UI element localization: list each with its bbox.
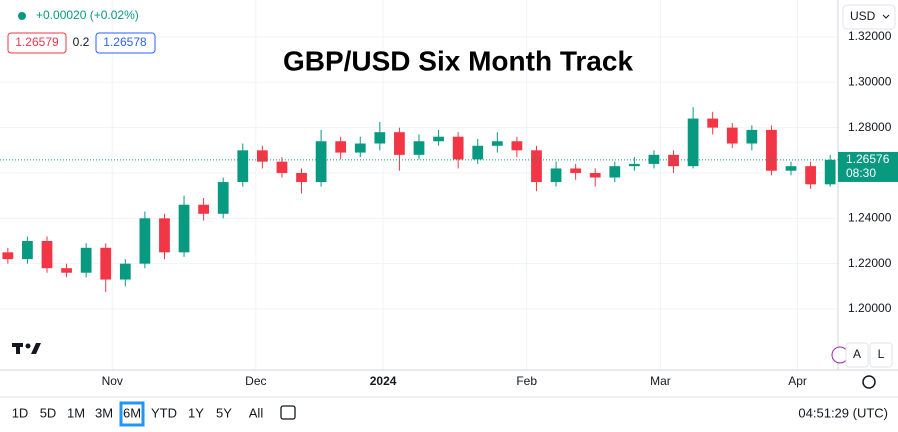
status-dot	[18, 12, 26, 20]
y-tick-label: 1.32000	[848, 29, 892, 43]
y-tick-label: 1.28000	[848, 120, 892, 134]
range-button[interactable]: 1D	[12, 405, 29, 420]
candle-body	[41, 240, 53, 269]
dropdown-arrow	[882, 14, 890, 19]
range-button[interactable]: YTD	[151, 405, 177, 420]
candle-body	[2, 252, 14, 260]
candle-body	[217, 182, 229, 214]
candle-body	[139, 218, 151, 264]
ask-price: 1.26578	[103, 35, 147, 49]
candle-body	[335, 141, 347, 153]
y-tick-label: 1.22000	[848, 256, 892, 270]
candle-body	[178, 204, 190, 253]
candle-body	[374, 132, 386, 144]
candle-body	[805, 166, 816, 185]
candle-body	[550, 168, 562, 183]
candle-body	[296, 172, 307, 183]
logo	[12, 343, 41, 354]
x-tick-label: Nov	[102, 374, 123, 388]
range-button[interactable]: 1M	[67, 405, 85, 420]
candle-body	[354, 143, 366, 153]
candle-body	[198, 204, 210, 214]
range-button[interactable]: 5D	[40, 405, 57, 420]
candle-body	[687, 118, 699, 167]
settings-icon[interactable]	[862, 375, 876, 389]
x-tick-label: Dec	[245, 374, 266, 388]
scale-auto: A	[853, 347, 861, 361]
candle-body	[668, 154, 679, 167]
scale-button[interactable]	[869, 342, 893, 368]
currency-select[interactable]	[842, 4, 896, 30]
bid-price: 1.26579	[15, 35, 59, 49]
candle-body	[22, 240, 33, 260]
candle-body	[237, 150, 249, 183]
candle-body	[159, 218, 170, 253]
calendar-icon[interactable]	[280, 405, 296, 420]
last-price-box	[838, 151, 898, 182]
candle-body	[766, 129, 777, 171]
last-price-label: 1.26576	[846, 152, 890, 166]
candle-body	[276, 161, 288, 173]
range-button[interactable]: All	[249, 405, 264, 420]
candle-body	[531, 150, 542, 183]
ask-box[interactable]	[95, 32, 156, 54]
candle-body	[511, 141, 523, 151]
currency: USD	[850, 9, 876, 23]
y-tick-label: 1.30000	[848, 74, 892, 88]
x-tick-label: Feb	[516, 374, 537, 388]
candle-body	[628, 163, 640, 167]
candle-body	[315, 141, 327, 183]
candle-body	[80, 247, 92, 273]
spread: 0.2	[73, 35, 90, 49]
candle-body	[726, 127, 738, 144]
range-button[interactable]: 1Y	[188, 405, 204, 420]
candle-body	[785, 166, 797, 171]
range-button[interactable]: 6M	[123, 405, 141, 420]
logo-part	[31, 343, 41, 354]
candle-body	[570, 168, 582, 173]
candle-body	[472, 145, 484, 160]
y-tick-label: 1.24000	[848, 210, 892, 224]
scale-button[interactable]	[845, 342, 869, 368]
x-tick-label: Apr	[788, 374, 807, 388]
x-tick-label: Mar	[650, 374, 671, 388]
last-price-time: 08:30	[846, 166, 876, 180]
candle-body	[707, 118, 719, 128]
clock: 04:51:29 (UTC)	[798, 405, 888, 420]
bid-box[interactable]	[7, 32, 67, 54]
candle-body	[413, 141, 425, 155]
range-button[interactable]: 3M	[95, 405, 113, 420]
candle-body	[100, 247, 112, 280]
candle-body	[394, 132, 405, 155]
candle-body	[824, 159, 836, 185]
candle-body	[746, 129, 758, 144]
candle-body	[609, 166, 621, 178]
range-button[interactable]: 5Y	[216, 405, 232, 420]
logo-part	[25, 343, 31, 349]
candle-body	[452, 136, 464, 160]
price-change: +0.00020 (+0.02%)	[36, 8, 139, 22]
candle-body	[119, 263, 131, 280]
candle-body	[61, 268, 72, 273]
chart-title: GBP/USD Six Month Track	[283, 45, 633, 76]
candle-body	[256, 150, 268, 162]
range-highlight	[119, 401, 145, 427]
y-tick-label: 1.20000	[848, 301, 892, 315]
candle-body	[491, 141, 503, 146]
scale-log: L	[878, 347, 885, 361]
candle-body	[648, 154, 660, 164]
candle-body	[589, 172, 601, 178]
logo-part	[16, 343, 20, 354]
x-tick-label: 2024	[370, 374, 397, 388]
candle-body	[433, 136, 444, 142]
